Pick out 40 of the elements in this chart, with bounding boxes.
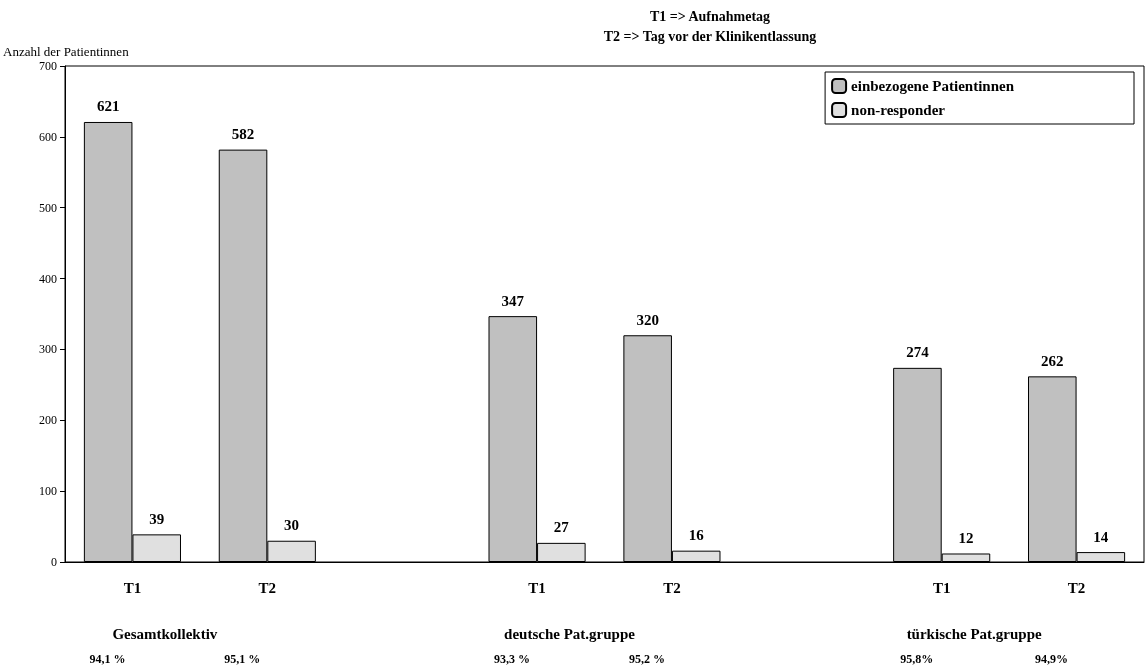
x-tick-label: T2 <box>663 579 681 596</box>
text: 94,9% <box>1035 652 1069 666</box>
text: türkische Pat.gruppe <box>906 626 1042 642</box>
x-tick-label: T2 <box>258 579 277 596</box>
x-tick-label: T1 <box>932 579 951 596</box>
y-tick-label: 0 <box>51 555 57 569</box>
y-tick-label: 700 <box>39 59 57 73</box>
y-tick-label: 600 <box>39 129 57 144</box>
legend-label: non-responder <box>851 102 946 118</box>
x-tick-label: T2 <box>1067 579 1086 596</box>
y-tick-label: 100 <box>39 484 57 499</box>
text: 93,3 % <box>494 652 531 666</box>
text: 95,1 % <box>224 652 261 666</box>
data-label: 30 <box>284 517 300 534</box>
y-axis-title: Anzahl der Patientinnen <box>3 44 130 59</box>
data-label: 582 <box>231 126 255 143</box>
data-label: 320 <box>636 311 659 328</box>
x-tick-label: T1 <box>528 579 546 596</box>
text: deutsche Pat.gruppe <box>504 626 636 642</box>
text: Gesamtkollektiv <box>112 626 218 642</box>
y-tick-label: 300 <box>39 342 57 357</box>
y-tick-label: 200 <box>39 413 57 428</box>
data-label: 621 <box>96 98 120 115</box>
data-label: 274 <box>906 344 930 361</box>
chart-subtitle: T2 => Tag vor der Klinikentlassung <box>603 28 817 44</box>
data-label: 262 <box>1041 352 1064 369</box>
chart-title: T1 => Aufnahmetag <box>649 8 771 24</box>
text: 95,2 % <box>628 652 665 666</box>
text: 95,8% <box>900 652 934 666</box>
text: 94,1 % <box>89 652 126 666</box>
data-label: 347 <box>501 292 525 309</box>
y-tick-label: 500 <box>39 200 57 215</box>
data-label: 12 <box>958 530 974 546</box>
data-label: 14 <box>1093 528 1109 545</box>
data-label: 16 <box>688 527 705 544</box>
x-tick-label: T1 <box>123 579 142 596</box>
data-label: 27 <box>553 519 570 536</box>
data-label: 39 <box>149 510 165 527</box>
y-tick-label: 400 <box>39 271 57 286</box>
legend-label: einbezogene Patientinnen <box>851 78 1015 94</box>
